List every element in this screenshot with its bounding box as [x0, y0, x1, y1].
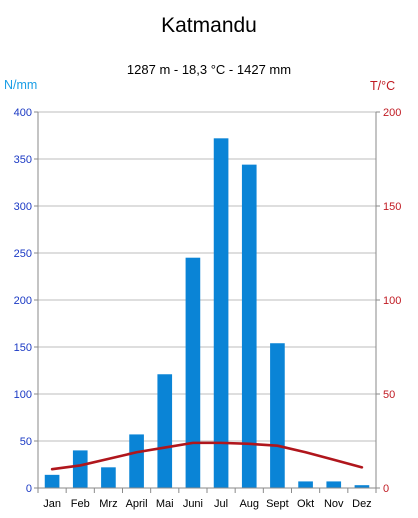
left-axis-ticks: 0 50 100 150 200 250 300 350 400 — [14, 107, 38, 495]
category-label: Aug — [239, 498, 259, 510]
left-tick-label: 300 — [14, 201, 32, 213]
right-axis-ticks: 0 50 100 150 200 — [376, 107, 401, 495]
right-tick-label: 150 — [383, 201, 401, 213]
category-label: Dez — [352, 498, 372, 510]
left-tick-label: 250 — [14, 248, 32, 260]
category-label: Sept — [266, 498, 289, 510]
bar — [213, 138, 229, 488]
category-label: Jan — [43, 498, 61, 510]
left-tick-label: 50 — [20, 436, 32, 448]
category-label: Mrz — [99, 498, 117, 510]
left-axis-title: N/mm — [4, 78, 37, 92]
category-label: Juni — [183, 498, 203, 510]
right-tick-label: 50 — [383, 389, 395, 401]
bar — [354, 485, 370, 488]
category-label: Feb — [71, 498, 90, 510]
bar — [185, 257, 201, 488]
bar — [72, 450, 88, 488]
right-tick-label: 0 — [383, 483, 389, 495]
bar — [129, 434, 144, 488]
gridlines — [38, 111, 376, 442]
left-tick-label: 100 — [14, 389, 32, 401]
bar — [326, 481, 342, 488]
left-tick-label: 350 — [14, 154, 32, 166]
right-tick-label: 100 — [383, 295, 401, 307]
right-axis-title: T/°C — [370, 79, 395, 93]
category-label: Mai — [156, 498, 174, 510]
line-series — [50, 441, 364, 471]
left-tick-label: 150 — [14, 342, 32, 354]
bar — [157, 374, 173, 488]
x-axis-categories: Jan Feb Mrz April Mai Juni Jul Aug Sept Okt Nov Dez — [43, 498, 371, 510]
left-tick-label: 400 — [14, 107, 32, 119]
bar-series — [44, 138, 370, 488]
bar — [298, 481, 313, 488]
axes — [34, 112, 380, 493]
right-tick-label: 200 — [383, 107, 401, 119]
category-label: Okt — [297, 498, 314, 510]
chart-title: Katmandu — [161, 14, 257, 37]
bar — [241, 164, 257, 488]
chart-subtitle: 1287 m - 18,3 °C - 1427 mm — [127, 62, 291, 77]
left-tick-label: 200 — [14, 295, 32, 307]
bar — [101, 467, 116, 488]
bar — [44, 474, 60, 488]
category-label: Jul — [214, 498, 228, 510]
left-tick-label: 0 — [26, 483, 32, 495]
bar — [270, 343, 285, 488]
category-label: Nov — [324, 498, 344, 510]
category-label: April — [126, 498, 148, 510]
temperature-line — [50, 441, 364, 471]
